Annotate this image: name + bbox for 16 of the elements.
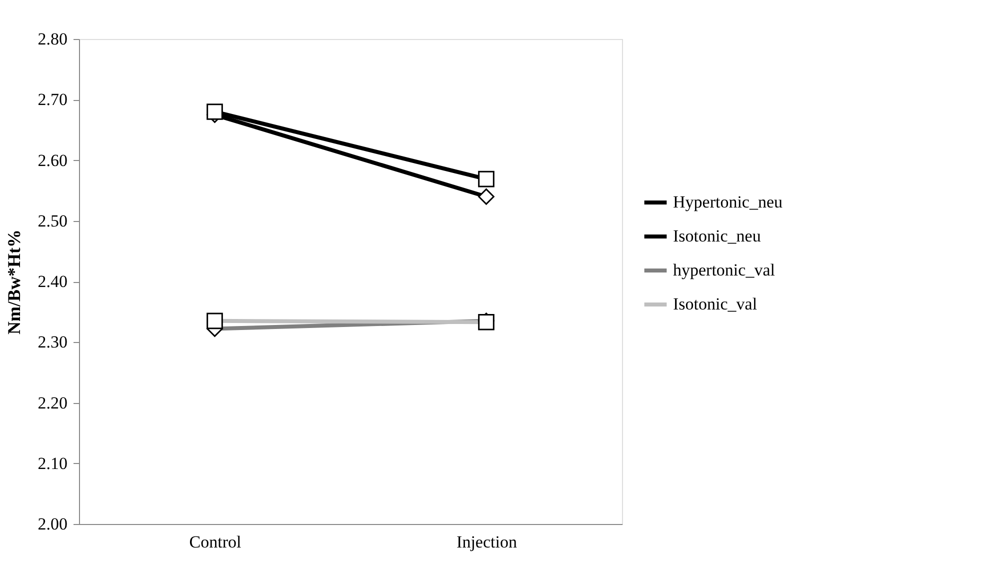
y-tick-label: 2.70 <box>38 90 68 110</box>
y-tick-label: 2.50 <box>38 211 68 230</box>
y-tick-label: 2.40 <box>38 272 68 291</box>
y-tick-label: 2.20 <box>38 393 68 412</box>
legend-label: Hypertonic_neu <box>673 192 784 212</box>
legend-label: Isotonic_neu <box>673 226 762 246</box>
y-tick-label: 2.60 <box>38 150 68 170</box>
y-tick-label: 2.10 <box>38 454 68 473</box>
y-tick-label: 2.00 <box>38 514 68 534</box>
y-axis-title: Nm/Bw*Ht% <box>4 230 24 334</box>
legend-label: hypertonic_val <box>673 260 776 280</box>
y-tick-label: 2.30 <box>38 332 68 352</box>
x-tick-label: Injection <box>456 532 518 552</box>
x-tick-label: Control <box>189 532 242 552</box>
y-tick-label: 2.80 <box>38 30 68 48</box>
legend-label: Isotonic_val <box>673 294 758 314</box>
